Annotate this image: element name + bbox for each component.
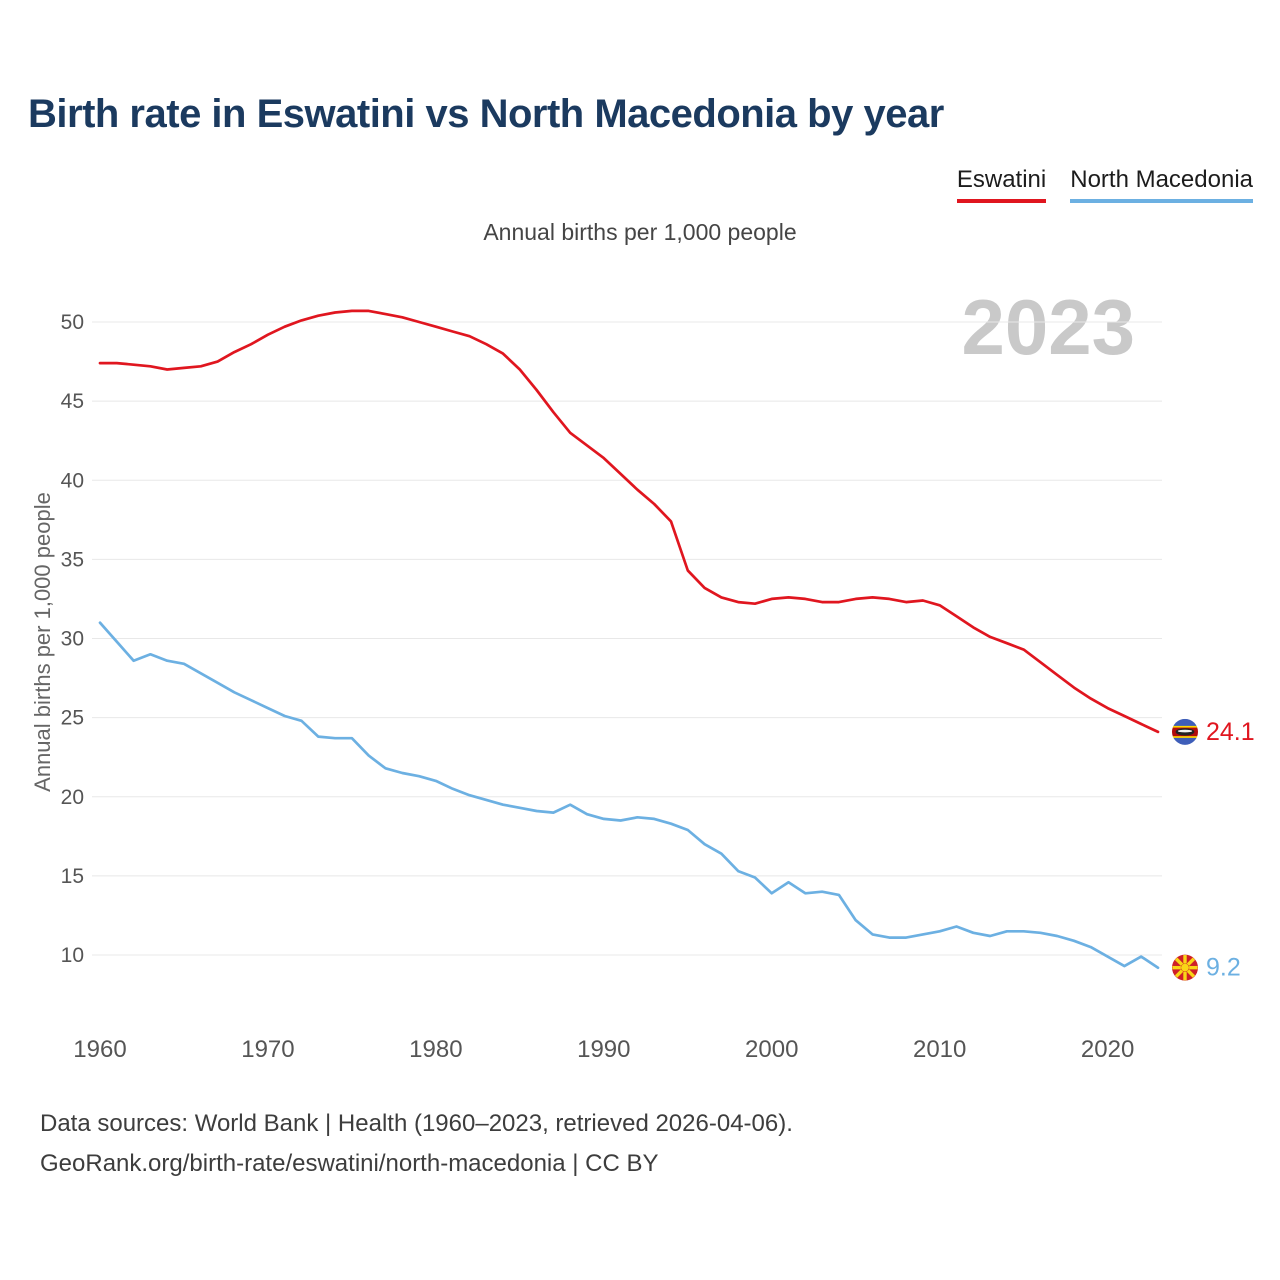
x-tick-label-1960: 1960	[73, 1036, 126, 1063]
end-value-north-macedonia: 9.2	[1206, 954, 1241, 982]
data-sources-text: Data sources: World Bank | Health (1960–…	[40, 1110, 793, 1137]
y-tick-label-10: 10	[61, 944, 84, 967]
y-tick-label-20: 20	[61, 786, 84, 809]
attribution-text: GeoRank.org/birth-rate/eswatini/north-ma…	[40, 1150, 659, 1177]
y-tick-label-30: 30	[61, 628, 84, 651]
legend: Eswatini North Macedonia	[956, 166, 1253, 203]
page-title: Birth rate in Eswatini vs North Macedoni…	[28, 92, 944, 136]
x-tick-label-2000: 2000	[745, 1036, 798, 1063]
line-north-macedonia[interactable]	[98, 621, 1160, 970]
x-tick-label-2010: 2010	[913, 1036, 966, 1063]
watermark-year: 2023	[961, 283, 1135, 371]
y-tick-label-50: 50	[61, 311, 84, 334]
x-tick-label-2020: 2020	[1081, 1036, 1134, 1063]
x-tick-label-1970: 1970	[241, 1036, 294, 1063]
y-tick-label-25: 25	[61, 707, 84, 730]
y-tick-label-45: 45	[61, 390, 84, 413]
north-macedonia-flag-icon	[1172, 954, 1198, 981]
end-value-eswatini: 24.1	[1206, 718, 1255, 746]
y-tick-label-35: 35	[61, 548, 84, 571]
legend-item-north-macedonia[interactable]: North Macedonia	[1070, 166, 1253, 203]
chart-footer: Data sources: World Bank | Health (1960–…	[40, 1104, 793, 1184]
x-tick-label-1990: 1990	[577, 1036, 630, 1063]
chart-subtitle: Annual births per 1,000 people	[483, 219, 797, 245]
legend-item-eswatini[interactable]: Eswatini	[956, 166, 1047, 203]
line-eswatini[interactable]	[98, 309, 1160, 734]
eswatini-flag-icon	[1172, 718, 1198, 745]
y-tick-label-15: 15	[61, 865, 84, 888]
x-tick-label-1980: 1980	[409, 1036, 462, 1063]
y-tick-label-40: 40	[61, 469, 84, 492]
